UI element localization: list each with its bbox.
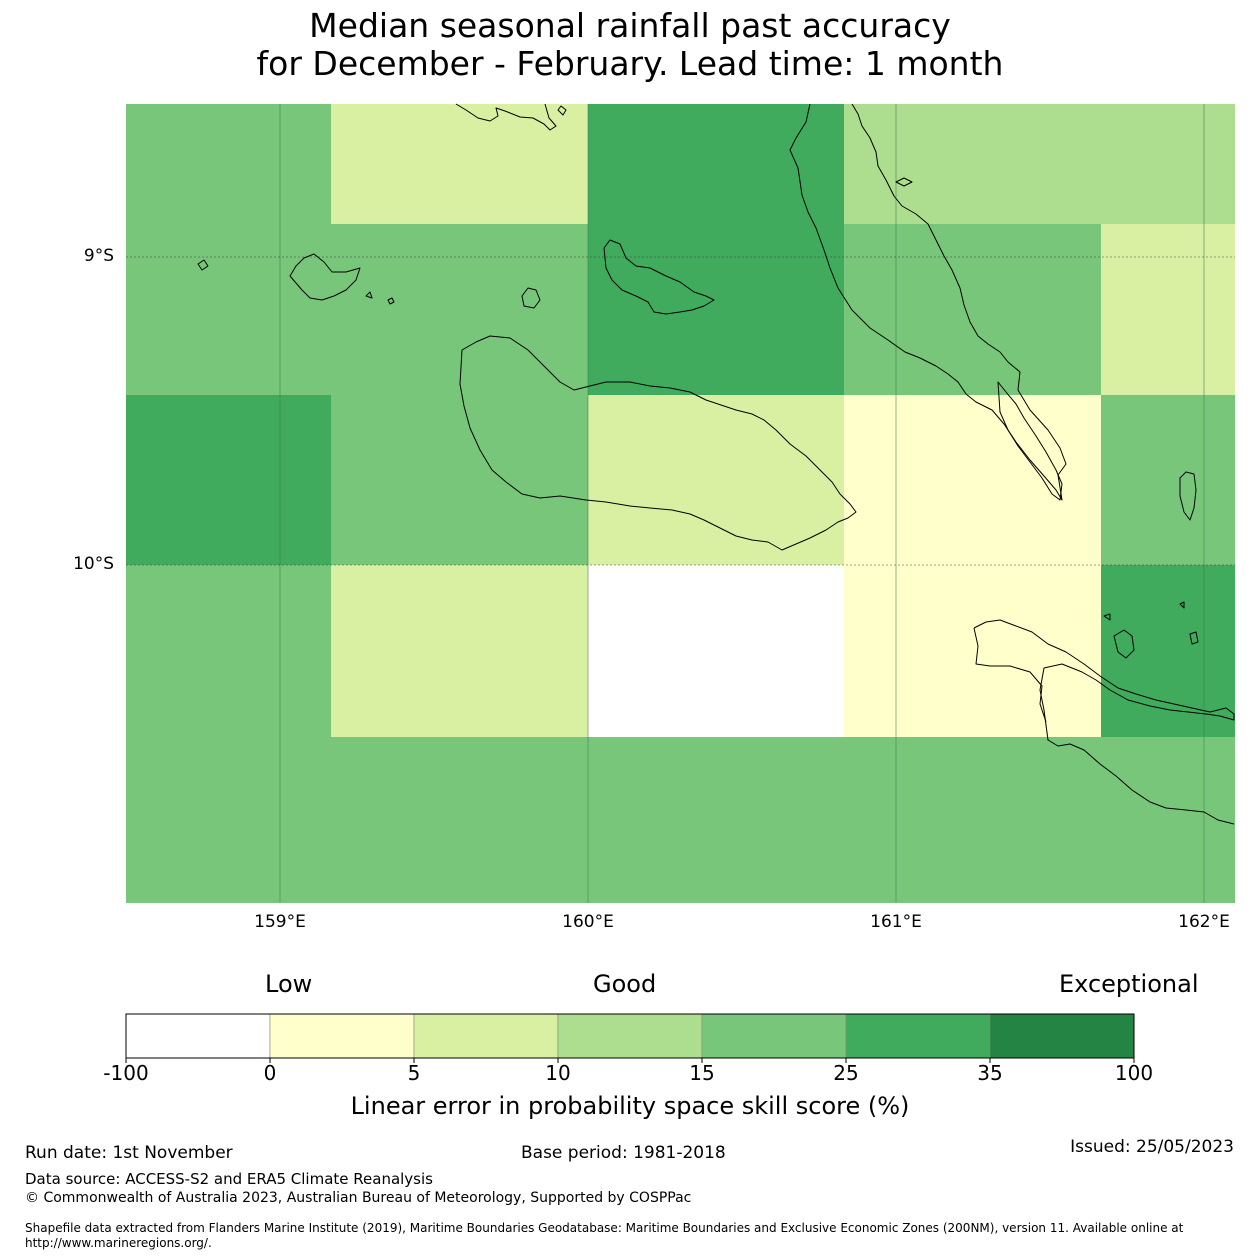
grid-cell <box>126 737 331 903</box>
grid-cell <box>1101 395 1235 565</box>
colorbar-segment <box>269 1013 415 1059</box>
colorbar-tick: 25 <box>833 1061 859 1085</box>
chart-title-line-2: for December - February. Lead time: 1 mo… <box>256 44 1004 83</box>
grid-cell <box>126 104 331 224</box>
coastlines <box>197 103 1235 825</box>
lon-label-160e: 160°E <box>562 912 614 932</box>
skill-grid <box>126 104 1235 903</box>
island-makira <box>973 619 1235 825</box>
legend-category-exceptional: Exceptional <box>1059 970 1199 998</box>
island-nggela <box>603 239 715 315</box>
island-savo <box>521 287 541 309</box>
colorbar <box>125 1013 1135 1063</box>
lat-label-10s: 10°S <box>73 554 114 574</box>
island-tiny-3 <box>1103 613 1111 621</box>
grid-cell <box>588 224 844 395</box>
island-santa-isabel-tip <box>455 103 557 131</box>
grid-cell <box>844 395 1101 565</box>
island-tiny-1 <box>387 297 395 305</box>
grid-cell <box>588 104 844 224</box>
lon-label-159e: 159°E <box>254 912 306 932</box>
island-tiny-6 <box>895 177 913 187</box>
colorbar-segment <box>989 1013 1135 1059</box>
colorbar-segment <box>557 1013 703 1059</box>
grid-cell <box>588 395 844 565</box>
grid-cell <box>844 565 1101 737</box>
grid-cell <box>588 737 844 903</box>
grid-cell <box>844 104 1101 224</box>
legend-category-good: Good <box>593 970 657 998</box>
island-malaita <box>789 103 1067 501</box>
grid-cell <box>126 565 331 737</box>
grid-cell <box>588 565 844 737</box>
island-tiny-2 <box>365 291 373 299</box>
grid-cell <box>1101 104 1235 224</box>
island-guadalcanal <box>459 335 857 551</box>
colorbar-label: Linear error in probability space skill … <box>350 1092 910 1120</box>
grid-cell <box>331 565 588 737</box>
colorbar-segment <box>701 1013 847 1059</box>
grid-cell <box>1101 224 1235 395</box>
run-date: Run date: 1st November <box>25 1143 233 1163</box>
grid-cell <box>331 737 588 903</box>
colorbar-frame <box>125 1013 1135 1059</box>
island-ulawa <box>1179 471 1197 521</box>
island-makira-west <box>973 627 1047 723</box>
grid-cell <box>844 224 1101 395</box>
shapefile-credit-line-1: Shapefile data extracted from Flanders M… <box>25 1221 1184 1235</box>
island-small-west <box>197 259 209 271</box>
base-period: Base period: 1981-2018 <box>521 1143 726 1163</box>
colorbar-tick: 100 <box>1114 1061 1154 1085</box>
colorbar-segment <box>125 1013 271 1059</box>
colorbar-tick: 0 <box>263 1061 277 1085</box>
colorbar-segment <box>413 1013 559 1059</box>
grid-cell <box>1101 737 1235 903</box>
grid-cell <box>844 737 1101 903</box>
island-russell <box>289 253 361 301</box>
chart-title-line-1: Median seasonal rainfall past accuracy <box>309 6 951 45</box>
grid-cell <box>331 224 588 395</box>
colorbar-segment <box>845 1013 991 1059</box>
island-tiny-5 <box>1189 631 1199 645</box>
lat-label-9s: 9°S <box>83 246 114 266</box>
colorbar-tick: 5 <box>407 1061 421 1085</box>
grid-cell <box>126 395 331 565</box>
island-ugi <box>1113 629 1135 659</box>
lon-label-161e: 161°E <box>870 912 922 932</box>
grid-cell <box>1101 565 1235 737</box>
parallels <box>126 256 1235 566</box>
island-malaita-south <box>997 381 1063 501</box>
colorbar-tick: -100 <box>103 1061 149 1085</box>
copyright: © Commonwealth of Australia 2023, Austra… <box>25 1190 692 1206</box>
island-small-north <box>557 105 567 116</box>
colorbar-tick: 15 <box>689 1061 715 1085</box>
colorbar-tick: 10 <box>545 1061 571 1085</box>
issued-date: Issued: 25/05/2023 <box>1070 1137 1234 1157</box>
shapefile-credit-line-2: http://www.marineregions.org/. <box>25 1236 212 1250</box>
island-tiny-4 <box>1179 601 1185 609</box>
lon-label-162e: 162°E <box>1178 912 1230 932</box>
grid-cell <box>331 104 588 224</box>
graticule <box>279 104 1205 903</box>
data-source: Data source: ACCESS-S2 and ERA5 Climate … <box>25 1170 433 1188</box>
legend-category-low: Low <box>265 970 313 998</box>
grid-cell <box>126 224 331 395</box>
colorbar-tick: 35 <box>977 1061 1003 1085</box>
grid-cell <box>331 395 588 565</box>
